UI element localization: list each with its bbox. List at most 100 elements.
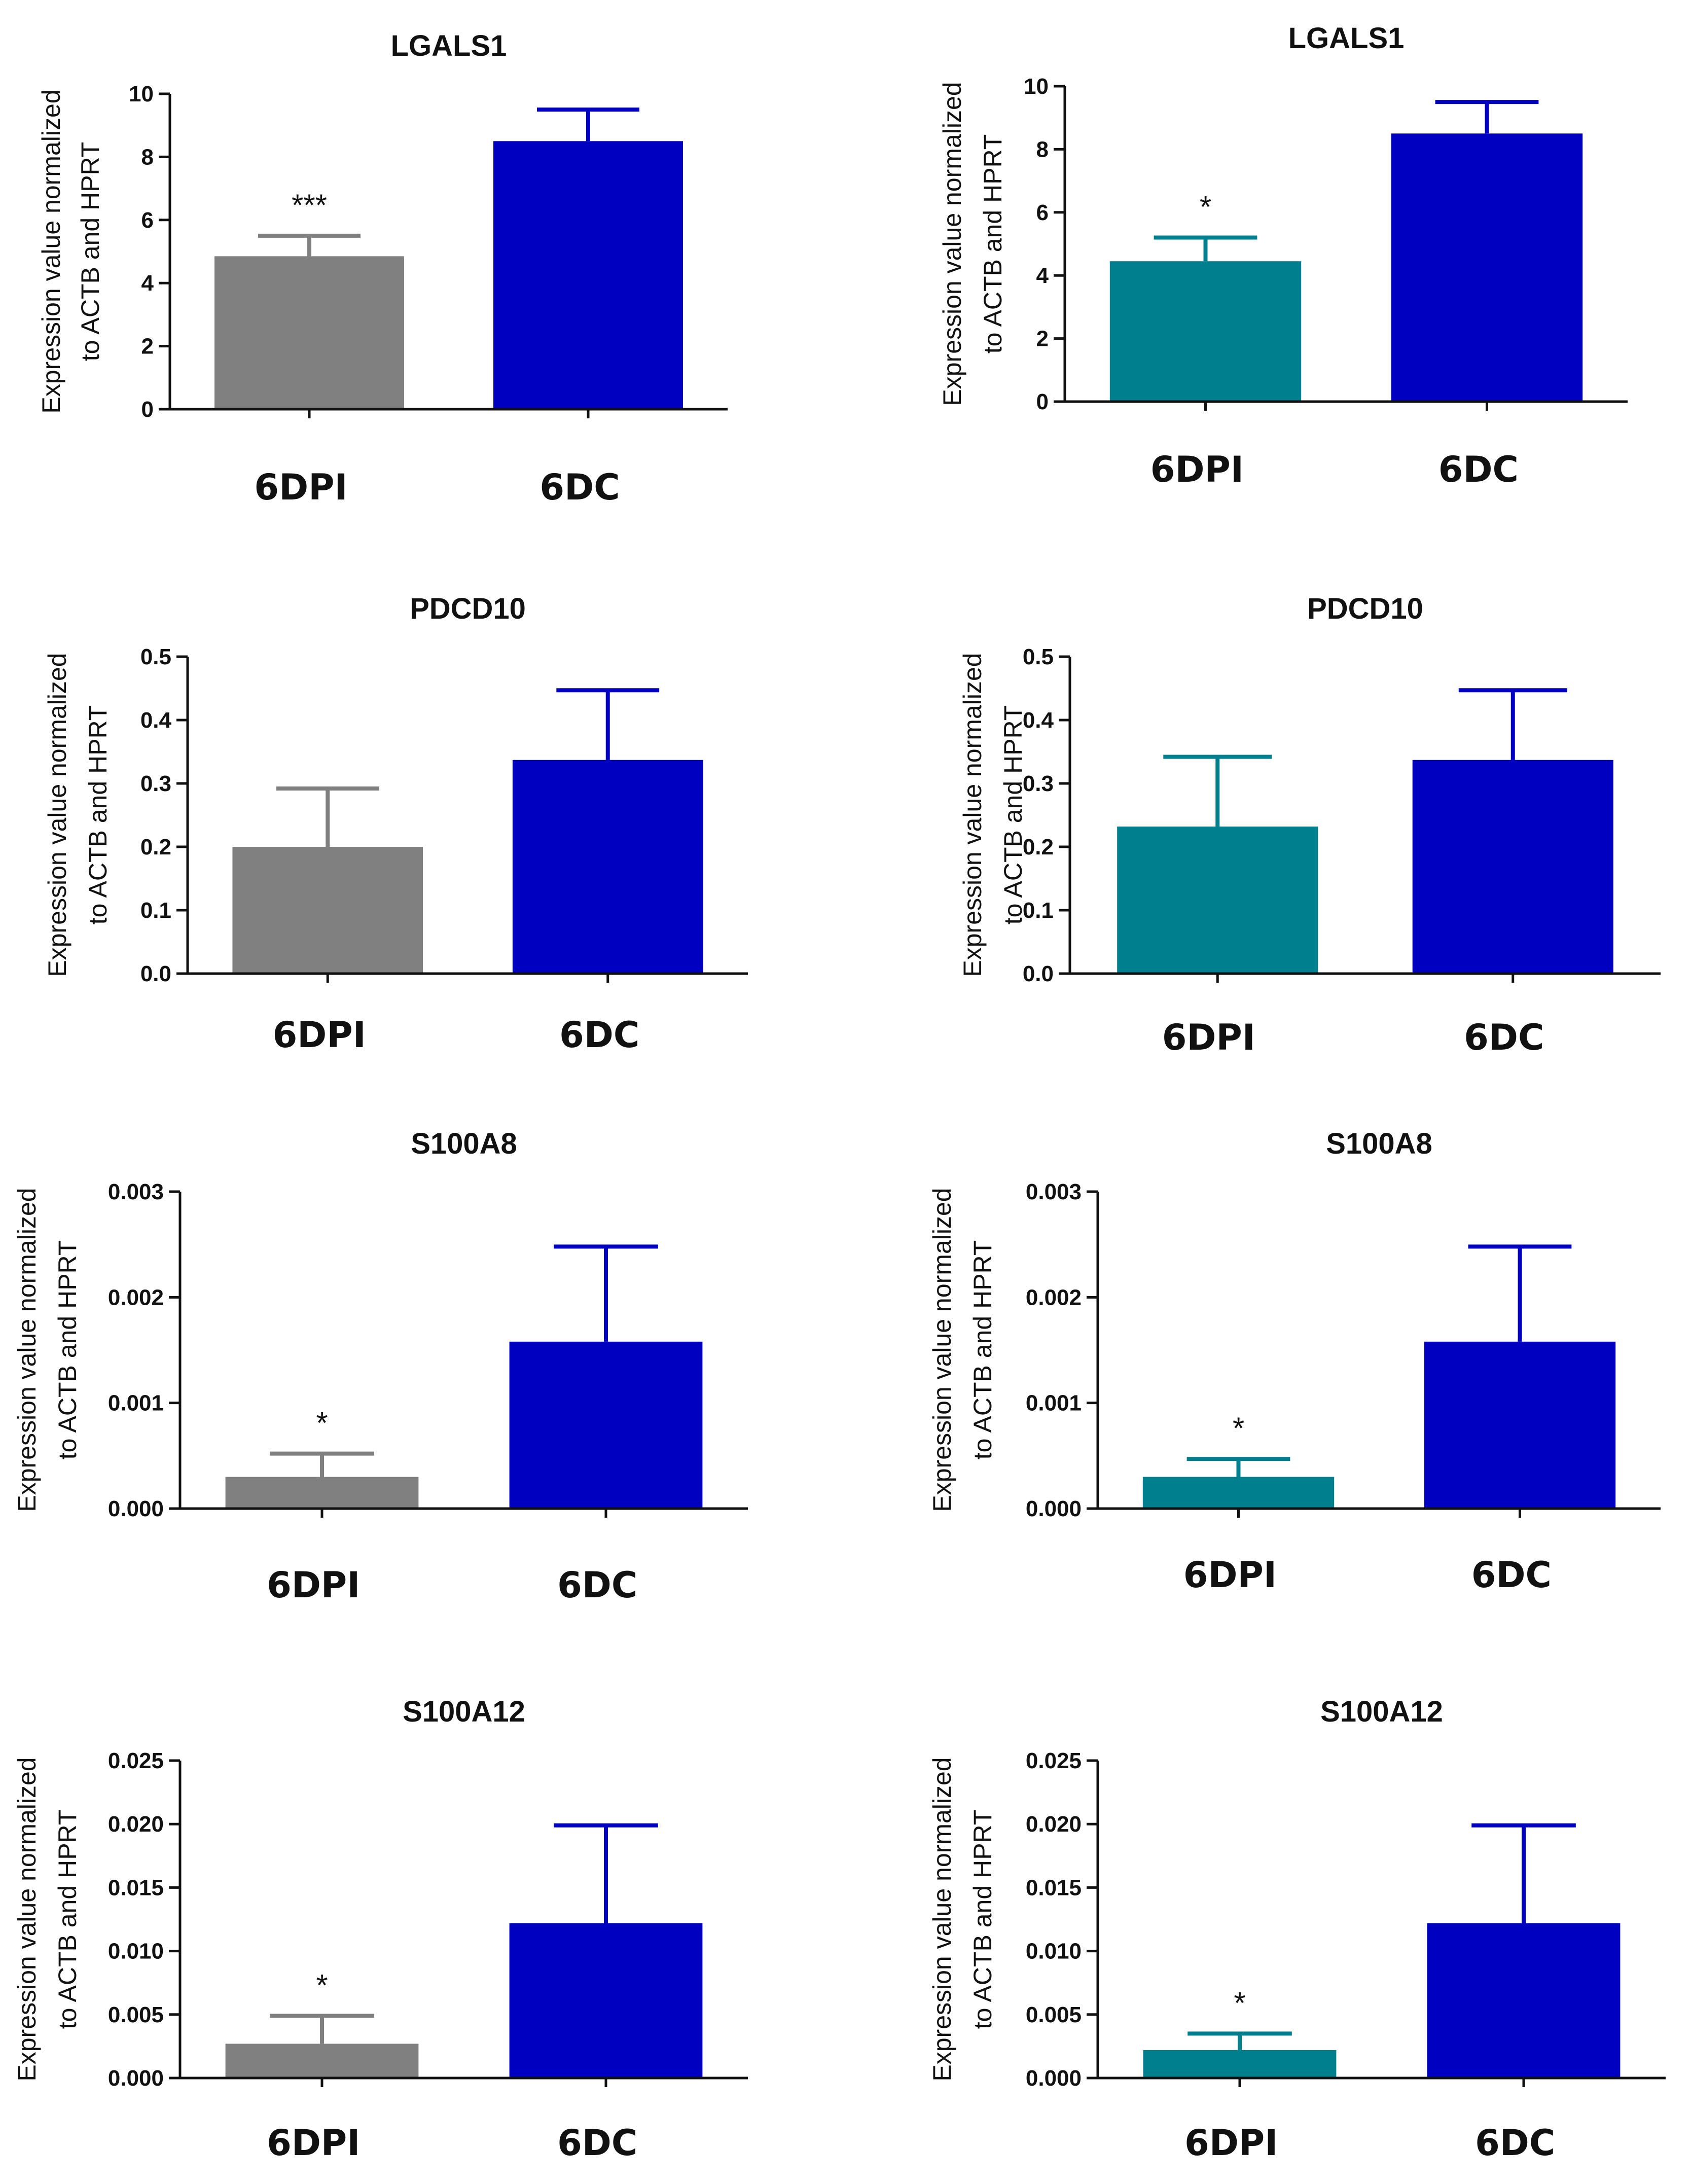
x-tick-label: 6DC xyxy=(559,1014,639,1056)
y-tick-label: 8 xyxy=(141,145,154,169)
y-tick-label: 0.002 xyxy=(108,1285,164,1310)
y-axis-label: Expression value normalized xyxy=(13,1188,41,1512)
y-tick-label: 0.4 xyxy=(1023,708,1054,733)
bar-6dc xyxy=(509,1923,703,2078)
y-tick-label: 0.001 xyxy=(1026,1391,1082,1416)
y-tick-label: 0.010 xyxy=(1026,1939,1082,1964)
x-tick-label: 6DPI xyxy=(254,467,347,508)
y-tick-label: 0.2 xyxy=(1023,835,1054,860)
y-axis-label: Expression value normalized xyxy=(928,1757,956,2081)
y-tick-label: 0.1 xyxy=(1023,898,1054,923)
y-tick-label: 0.3 xyxy=(140,771,171,796)
bar-6dpi xyxy=(225,2044,419,2078)
y-tick-label: 0.000 xyxy=(108,2066,164,2091)
panel-title: S100A12 xyxy=(403,1695,525,1728)
y-tick-label: 0.0 xyxy=(1023,961,1054,986)
panel-title: PDCD10 xyxy=(1307,592,1423,625)
y-tick-label: 0.025 xyxy=(1026,1748,1082,1773)
y-tick-label: 0.025 xyxy=(108,1748,164,1773)
x-tick-label: 6DC xyxy=(1438,449,1519,490)
significance-marker: * xyxy=(316,1968,328,2002)
x-tick-label: 6DC xyxy=(557,1564,637,1606)
panel-title: S100A12 xyxy=(1320,1695,1443,1728)
bar-6dpi xyxy=(214,256,404,409)
x-tick-label: 6DC xyxy=(539,467,620,508)
x-tick-label: 6DPI xyxy=(267,2122,360,2164)
bar-6dpi xyxy=(1142,1477,1335,1509)
y-tick-label: 0.003 xyxy=(108,1179,164,1204)
bar-6dpi xyxy=(1143,2050,1337,2078)
y-tick-label: 0.003 xyxy=(1026,1179,1082,1204)
y-tick-label: 0.005 xyxy=(1026,2002,1082,2027)
bar-6dc xyxy=(509,1341,703,1509)
bar-6dc xyxy=(493,141,683,409)
bar-6dc xyxy=(1424,1341,1616,1509)
y-tick-label: 10 xyxy=(1024,74,1049,99)
y-axis-label: to ACTB and HPRT xyxy=(76,142,104,362)
y-tick-label: 0.002 xyxy=(1026,1285,1082,1310)
y-tick-label: 0.4 xyxy=(140,708,172,733)
y-tick-label: 2 xyxy=(1036,327,1049,351)
x-tick-label: 6DPI xyxy=(1150,449,1244,490)
y-tick-label: 0.1 xyxy=(140,898,171,923)
y-tick-label: 6 xyxy=(1036,200,1049,225)
x-tick-label: 6DPI xyxy=(1183,1554,1277,1596)
y-axis-label: to ACTB and HPRT xyxy=(84,705,112,925)
x-tick-label: 6DPI xyxy=(273,1014,366,1056)
y-axis-label: to ACTB and HPRT xyxy=(968,1240,997,1460)
x-tick-label: 6DPI xyxy=(1184,2122,1278,2164)
y-tick-label: 0.005 xyxy=(108,2002,164,2027)
y-axis-label: Expression value normalized xyxy=(958,653,987,977)
bar-6dc xyxy=(1391,133,1583,402)
y-tick-label: 0.015 xyxy=(1026,1875,1082,1900)
panel-title: LGALS1 xyxy=(1288,22,1405,55)
x-tick-label: 6DC xyxy=(557,2122,637,2164)
y-tick-label: 8 xyxy=(1036,137,1049,162)
y-tick-label: 0.5 xyxy=(140,645,171,669)
significance-marker: * xyxy=(1200,190,1211,224)
y-tick-label: 4 xyxy=(141,271,154,296)
y-tick-label: 0.001 xyxy=(108,1391,164,1416)
panel-title: PDCD10 xyxy=(410,592,526,625)
y-tick-label: 0.000 xyxy=(108,1496,164,1521)
y-tick-label: 4 xyxy=(1036,263,1049,288)
chart-panel-7: S100A12 Expression value normalized to ACT… xyxy=(13,1695,748,2164)
y-tick-label: 0.000 xyxy=(1026,2066,1082,2091)
bar-6dpi xyxy=(232,847,423,974)
y-tick-label: 0.2 xyxy=(140,835,171,860)
bar-6dc xyxy=(1427,1923,1621,2078)
y-tick-label: 6 xyxy=(141,208,154,233)
x-tick-label: 6DPI xyxy=(267,1564,360,1606)
y-tick-label: 0 xyxy=(1036,389,1049,414)
x-tick-label: 6DC xyxy=(1471,1554,1552,1596)
significance-marker: *** xyxy=(292,188,327,222)
y-axis-label: Expression value normalized xyxy=(37,89,65,413)
bar-6dpi xyxy=(1117,827,1318,974)
y-axis-label: to ACTB and HPRT xyxy=(968,1810,997,2029)
x-tick-label: 6DC xyxy=(1475,2122,1555,2164)
y-axis-label: to ACTB and HPRT xyxy=(999,705,1027,925)
chart-panel-6: S100A8 Expression value normalized to ACTB… xyxy=(928,1127,1661,1596)
y-axis-label: Expression value normalized xyxy=(938,82,966,406)
significance-marker: * xyxy=(1234,1986,1245,2020)
chart-panel-5: S100A8 Expression value normalized to ACTB… xyxy=(13,1127,748,1606)
significance-marker: * xyxy=(1233,1411,1244,1445)
significance-marker: * xyxy=(316,1406,328,1440)
y-tick-label: 2 xyxy=(141,334,154,359)
chart-panel-2: LGALS1 Expression value normalized to ACTB… xyxy=(938,22,1628,490)
y-tick-label: 0.010 xyxy=(108,1939,164,1964)
y-tick-label: 0.015 xyxy=(108,1875,164,1900)
panel-title: S100A8 xyxy=(411,1127,517,1160)
chart-panel-4: PDCD10 Expression value normalized to ACTB… xyxy=(958,592,1661,1058)
bar-6dpi xyxy=(1109,261,1302,402)
bar-6dc xyxy=(512,760,703,974)
y-tick-label: 0.000 xyxy=(1026,1496,1082,1521)
y-tick-label: 0.5 xyxy=(1023,645,1054,669)
panel-title: S100A8 xyxy=(1326,1127,1432,1160)
y-tick-label: 0.020 xyxy=(1026,1812,1082,1837)
y-axis-label: Expression value normalized xyxy=(43,653,71,977)
x-tick-label: 6DC xyxy=(1464,1017,1544,1058)
x-tick-label: 6DPI xyxy=(1162,1017,1255,1058)
y-axis-label: to ACTB and HPRT xyxy=(53,1810,82,2029)
